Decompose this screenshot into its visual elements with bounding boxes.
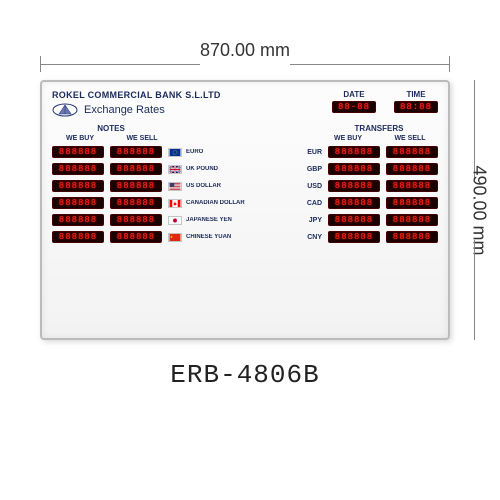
currency-row: 888888 888888 EURO EUR 888888 888888 [52,146,438,158]
currency-code: USD [302,183,322,190]
notes-sell-led: 888888 [110,197,162,209]
model-number: ERB-4806B [40,360,450,390]
transfers-sell-led: 888888 [386,214,438,226]
currency-code: CAD [302,200,322,207]
notes-buy-led: 888888 [52,180,104,192]
flag-icon [168,233,182,242]
transfers-buy-led: 888888 [328,180,380,192]
transfers-buy-led: 888888 [328,197,380,209]
date-label: DATE [332,90,376,99]
bank-name: ROKEL COMMERCIAL BANK S.L.LTD [52,90,332,100]
currency-name: CHINESE YUAN [186,234,298,240]
dimension-height-label: 490.00 mm [464,80,494,340]
notes-buy-led: 888888 [52,197,104,209]
transfers-sell-led: 888888 [386,231,438,243]
notes-sell-led: 888888 [110,214,162,226]
col-header-we-sell: WE SELL [114,135,170,142]
transfers-buy-led: 888888 [328,214,380,226]
currency-name: EURO [186,149,298,155]
flag-icon [168,216,182,225]
notes-sell-led: 888888 [110,231,162,243]
transfers-sell-led: 888888 [386,163,438,175]
section-transfers-header: TRANSFERS [320,124,438,133]
currency-name: JAPANESE YEN [186,217,298,223]
currency-row: 888888 888888 US DOLLAR USD 888888 88888… [52,180,438,192]
notes-buy-led: 888888 [52,146,104,158]
section-notes-header: NOTES [52,124,170,133]
currency-name: UK POUND [186,166,298,172]
transfers-sell-led: 888888 [386,146,438,158]
time-led-display: 88:88 [394,101,438,113]
flag-icon [168,199,182,208]
flag-icon [168,165,182,174]
currency-row: 888888 888888 CANADIAN DOLLAR CAD 888888… [52,197,438,209]
transfers-buy-led: 888888 [328,231,380,243]
col-header-we-sell: WE SELL [382,135,438,142]
currency-code: CNY [302,234,322,241]
notes-buy-led: 888888 [52,231,104,243]
currency-row: 888888 888888 CHINESE YUAN CNY 888888 88… [52,231,438,243]
currency-name: US DOLLAR [186,183,298,189]
notes-sell-led: 888888 [110,180,162,192]
currency-row: 888888 888888 UK POUND GBP 888888 888888 [52,163,438,175]
currency-name: CANADIAN DOLLAR [186,200,298,206]
notes-buy-led: 888888 [52,163,104,175]
bank-logo-icon [52,102,78,118]
currency-code: JPY [302,217,322,224]
transfers-buy-led: 888888 [328,146,380,158]
dimension-width-label: 870.00 mm [40,40,450,61]
currency-code: GBP [302,166,322,173]
notes-sell-led: 888888 [110,146,162,158]
col-header-we-buy: WE BUY [320,135,376,142]
date-led-display: 88-88 [332,101,376,113]
dim-tick [449,56,450,72]
flag-icon [168,148,182,157]
time-label: TIME [394,90,438,99]
currency-code: EUR [302,149,322,156]
dim-tick [40,56,41,72]
currency-row: 888888 888888 JAPANESE YEN JPY 888888 88… [52,214,438,226]
transfers-buy-led: 888888 [328,163,380,175]
board-title: Exchange Rates [84,104,165,116]
col-header-we-buy: WE BUY [52,135,108,142]
flag-icon [168,182,182,191]
exchange-rate-board: ROKEL COMMERCIAL BANK S.L.LTD Exchange R… [40,80,450,340]
notes-buy-led: 888888 [52,214,104,226]
notes-sell-led: 888888 [110,163,162,175]
transfers-sell-led: 888888 [386,180,438,192]
transfers-sell-led: 888888 [386,197,438,209]
